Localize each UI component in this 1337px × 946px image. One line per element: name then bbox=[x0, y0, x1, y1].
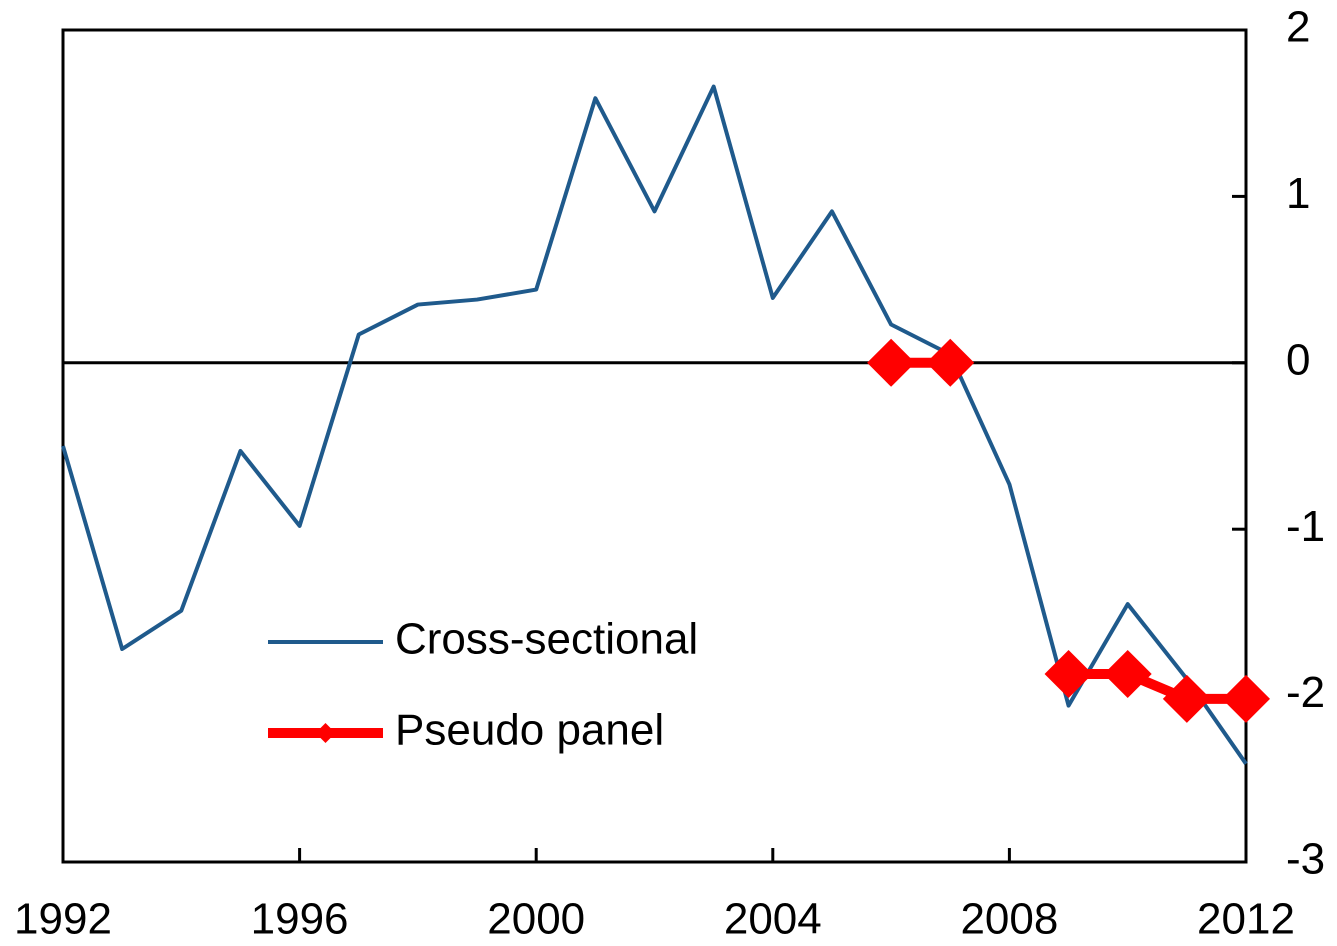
x-tick-label: 2012 bbox=[1197, 895, 1295, 944]
y-tick-label: -3 bbox=[1286, 835, 1325, 884]
marker bbox=[867, 338, 916, 387]
y-tick-label: -2 bbox=[1286, 668, 1325, 717]
x-tick-label: 2000 bbox=[487, 895, 585, 944]
x-tick-label: 2004 bbox=[724, 895, 822, 944]
marker bbox=[926, 338, 975, 387]
y-tick-label: 2 bbox=[1286, 3, 1310, 52]
marker bbox=[1044, 649, 1093, 698]
x-tick-label: 1996 bbox=[251, 895, 349, 944]
legend-label: Cross-sectional bbox=[395, 615, 698, 664]
x-tick-label: 2008 bbox=[960, 895, 1058, 944]
x-tick-label: 1992 bbox=[14, 895, 112, 944]
series-line bbox=[891, 357, 1246, 704]
legend-label: Pseudo panel bbox=[395, 706, 664, 755]
legend-marker bbox=[315, 723, 336, 743]
marker bbox=[1103, 649, 1152, 698]
marker bbox=[1162, 674, 1211, 723]
marker bbox=[1222, 674, 1270, 723]
series-line bbox=[61, 84, 1248, 765]
y-tick-label: 1 bbox=[1286, 169, 1310, 218]
y-tick-label: -1 bbox=[1286, 502, 1325, 551]
y-tick-label: 0 bbox=[1286, 335, 1310, 384]
